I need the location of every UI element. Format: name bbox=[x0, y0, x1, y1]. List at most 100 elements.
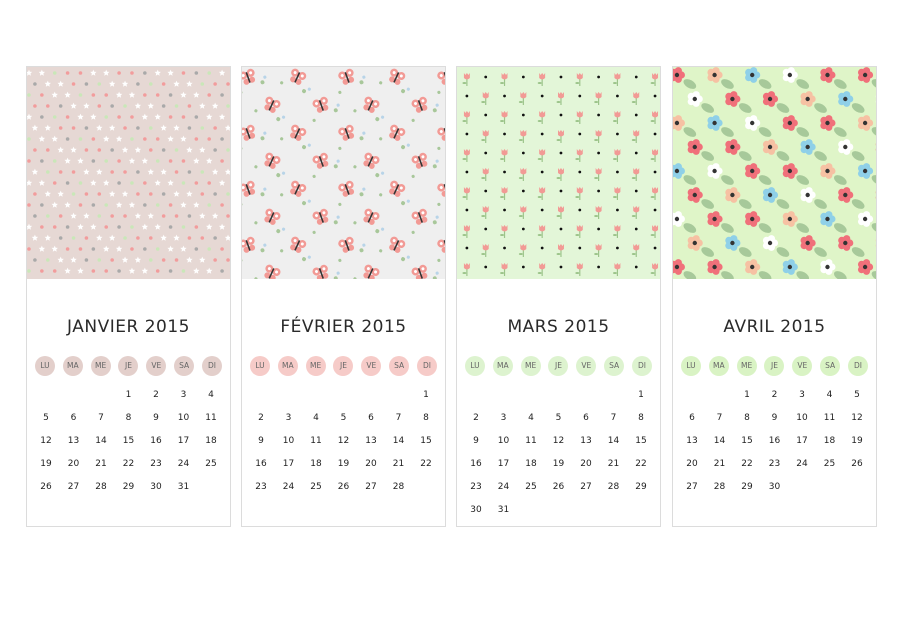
day-cell: 8 bbox=[638, 412, 644, 423]
day-cell: 19 bbox=[851, 435, 863, 446]
day-cell: 27 bbox=[686, 481, 698, 492]
weekday-header-row: LU MA ME JE VE SA DI bbox=[250, 353, 437, 379]
day-cell: 26 bbox=[337, 481, 350, 492]
day-cell: 31 bbox=[177, 481, 190, 492]
day-cell: 29 bbox=[741, 481, 753, 492]
week-row: 1 2 3 4 5 bbox=[681, 383, 868, 406]
day-cell: 13 bbox=[580, 435, 592, 446]
day-cell: 15 bbox=[420, 435, 432, 446]
week-row: 13 14 15 16 17 18 19 bbox=[681, 429, 868, 452]
day-cell: 27 bbox=[67, 481, 80, 492]
day-cell: 28 bbox=[607, 481, 620, 492]
week-row: 16 17 18 19 20 21 22 bbox=[465, 452, 652, 475]
day-cell: 10 bbox=[282, 435, 295, 446]
week-row: 26 27 28 29 30 31 bbox=[35, 475, 222, 498]
week-row: 2 3 4 5 6 7 8 bbox=[250, 406, 437, 429]
day-cell: 25 bbox=[525, 481, 537, 492]
day-cell: 23 bbox=[255, 481, 267, 492]
day-cell: 28 bbox=[713, 481, 726, 492]
day-cell: 2 bbox=[153, 389, 159, 400]
day-cell: 11 bbox=[823, 412, 836, 423]
weekday-di: DI bbox=[847, 356, 868, 376]
day-cell: 30 bbox=[470, 504, 482, 515]
day-cell: 22 bbox=[741, 458, 753, 469]
day-cell: 23 bbox=[768, 458, 781, 469]
pattern-panel bbox=[242, 67, 445, 279]
day-cell: 3 bbox=[285, 412, 292, 423]
day-grid: LU MA ME JE VE SA DI 1 2 3 4 5 6 7 8 9 10 11 12 13 14 15 16 17 1… bbox=[465, 353, 652, 521]
day-cell: 22 bbox=[122, 458, 135, 469]
day-cell: 22 bbox=[635, 458, 647, 469]
month-title: JANVIER 2015 bbox=[67, 317, 190, 337]
week-row: 2 3 4 5 6 7 8 bbox=[465, 406, 652, 429]
day-cell: 24 bbox=[282, 481, 295, 492]
day-cell: 12 bbox=[851, 412, 863, 423]
weekday-je: JE bbox=[548, 356, 569, 376]
weekday-ve: VE bbox=[146, 356, 167, 376]
day-cell: 8 bbox=[423, 412, 429, 423]
day-cell: 9 bbox=[771, 412, 778, 423]
day-cell: 15 bbox=[741, 435, 753, 446]
week-row: 19 20 21 22 23 24 25 bbox=[35, 452, 222, 475]
day-cell: 16 bbox=[768, 435, 781, 446]
day-cell: 23 bbox=[150, 458, 162, 469]
weekday-me: ME bbox=[736, 356, 757, 376]
weekday-je: JE bbox=[333, 356, 354, 376]
day-cell: 30 bbox=[150, 481, 162, 492]
weekday-me: ME bbox=[90, 356, 111, 376]
day-cell: 20 bbox=[67, 458, 80, 469]
day-cell: 4 bbox=[826, 389, 833, 400]
day-cell: 3 bbox=[799, 389, 805, 400]
weekday-je: JE bbox=[118, 356, 139, 376]
day-cell: 9 bbox=[153, 412, 159, 423]
day-grid: LU MA ME JE VE SA DI 1 2 3 4 5 6 7 8 9 10 11 12 13 14 15 16 17 1… bbox=[250, 353, 437, 498]
day-cell: 10 bbox=[177, 412, 190, 423]
calendar-card-janvier: JANVIER 2015 LU MA ME JE VE SA DI 1 2 3 4 5 6 7 8 9 10 11… bbox=[26, 66, 231, 527]
calendar-card-mars: MARS 2015 LU MA ME JE VE SA DI 1 2 3 4 5 6 7 8 9 10 11 12 1… bbox=[456, 66, 661, 527]
calendar-card-fevrier: FÉVRIER 2015 LU MA ME JE VE SA DI 1 2 3 4 5 6 7 8 9 10 11… bbox=[241, 66, 446, 527]
day-cell: 12 bbox=[552, 435, 565, 446]
day-cell: 18 bbox=[823, 435, 836, 446]
week-row: 20 21 22 23 24 25 26 bbox=[681, 452, 868, 475]
day-cell: 16 bbox=[255, 458, 267, 469]
day-cell: 29 bbox=[635, 481, 647, 492]
day-cell: 21 bbox=[607, 458, 620, 469]
week-row: 12 13 14 15 16 17 18 bbox=[35, 429, 222, 452]
day-cell: 16 bbox=[150, 435, 162, 446]
day-cell: 16 bbox=[470, 458, 482, 469]
weekday-ve: VE bbox=[792, 356, 813, 376]
day-cell: 1 bbox=[423, 389, 429, 400]
day-cell: 27 bbox=[365, 481, 377, 492]
butterflies-pattern bbox=[242, 67, 445, 279]
weekday-di: DI bbox=[201, 356, 222, 376]
day-cell: 13 bbox=[67, 435, 80, 446]
day-cell: 10 bbox=[497, 435, 510, 446]
day-cell: 15 bbox=[122, 435, 135, 446]
pattern-panel bbox=[673, 67, 876, 279]
day-cell: 21 bbox=[392, 458, 405, 469]
weekday-sa: SA bbox=[820, 356, 841, 376]
week-row: 23 24 25 26 27 28 bbox=[250, 475, 437, 498]
day-cell: 6 bbox=[368, 412, 374, 423]
day-cell: 6 bbox=[70, 412, 77, 423]
day-cell: 12 bbox=[40, 435, 52, 446]
weekday-lu: LU bbox=[250, 356, 270, 376]
week-row: 5 6 7 8 9 10 11 bbox=[35, 406, 222, 429]
weekday-sa: SA bbox=[389, 356, 410, 376]
day-cell: 25 bbox=[205, 458, 217, 469]
day-cell: 23 bbox=[470, 481, 482, 492]
day-cell: 5 bbox=[555, 412, 562, 423]
day-cell: 25 bbox=[823, 458, 836, 469]
week-row: 30 31 bbox=[465, 498, 652, 521]
weekday-ma: MA bbox=[708, 356, 729, 376]
day-cell: 5 bbox=[43, 412, 49, 423]
day-cell: 17 bbox=[282, 458, 295, 469]
flowers-pattern bbox=[673, 67, 876, 279]
weekday-lu: LU bbox=[35, 356, 55, 376]
weekday-ma: MA bbox=[62, 356, 83, 376]
day-cell: 26 bbox=[552, 481, 565, 492]
day-cell: 18 bbox=[525, 458, 537, 469]
day-cell: 2 bbox=[771, 389, 778, 400]
day-cell: 7 bbox=[716, 412, 723, 423]
day-cell: 5 bbox=[854, 389, 860, 400]
